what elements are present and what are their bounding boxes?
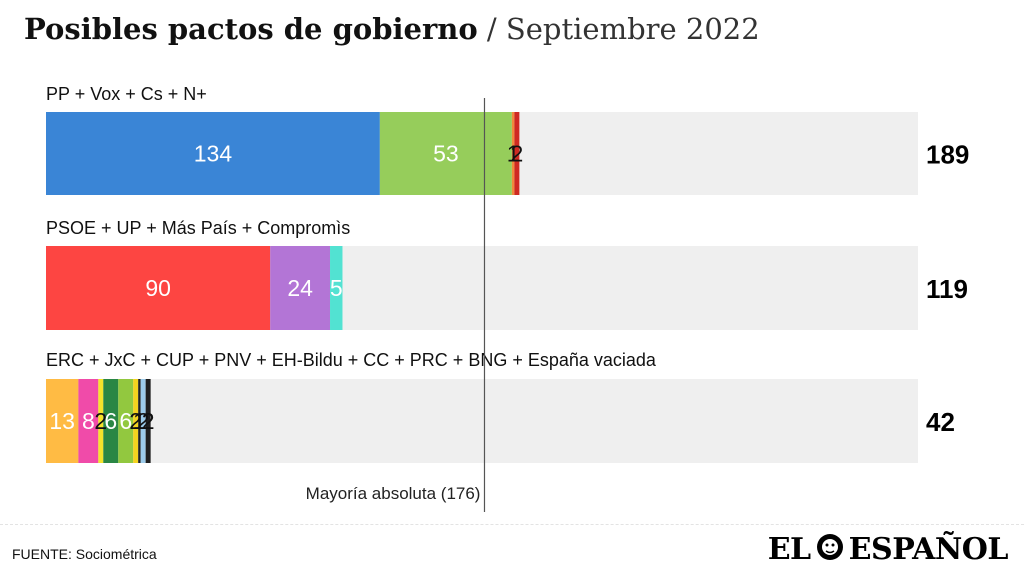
segment-value-label: 24 — [287, 275, 313, 301]
bar-segment — [98, 379, 104, 463]
segment-value-label: 1 — [507, 141, 520, 167]
category-label: PP + Vox + Cs + N+ — [46, 84, 207, 104]
total-seats-label: 42 — [926, 407, 955, 437]
footer-divider — [0, 524, 1024, 525]
category-label: PSOE + UP + Más País + Compromìs — [46, 218, 350, 238]
source-note: FUENTE: Sociométrica — [12, 546, 157, 562]
segment-value-label: 6 — [104, 408, 117, 434]
majority-line-label: Mayoría absoluta (176) — [306, 484, 481, 503]
chart-title: Posibles pactos de gobierno — [24, 12, 478, 46]
el-espanol-logo: EL ESPAÑOL — [767, 532, 1009, 570]
bar-segment — [514, 112, 520, 195]
bar-segment — [46, 112, 380, 195]
bar-segment — [103, 379, 119, 463]
bar-segment — [78, 379, 99, 463]
segment-value-label: 2 — [94, 408, 107, 434]
segment-value-label: 2 — [137, 408, 150, 434]
segment-value-label: 13 — [49, 408, 75, 434]
segment-value-label: 1 — [133, 408, 146, 434]
segment-value-label: 6 — [119, 408, 132, 434]
bar-track — [46, 379, 918, 463]
chart-header: Posibles pactos de gobierno / Septiembre… — [24, 12, 760, 47]
category-label: ERC + JxC + CUP + PNV + EH-Bildu + CC + … — [46, 350, 657, 370]
bar-segment — [330, 246, 343, 330]
segment-value-label: 8 — [82, 408, 95, 434]
bar-segment — [138, 379, 141, 463]
segment-value-label: 134 — [194, 141, 233, 167]
segment-value-label: 90 — [145, 275, 171, 301]
logo-text-left: EL — [767, 532, 811, 567]
bar-segment — [46, 379, 79, 463]
lion-head-icon — [815, 532, 845, 570]
bar-segment — [511, 112, 515, 195]
bar-segment — [46, 246, 271, 330]
bar-segment — [133, 379, 139, 463]
chart-subtitle: Septiembre 2022 — [505, 12, 760, 46]
total-seats-label: 189 — [926, 140, 969, 170]
title-separator: / — [477, 12, 506, 46]
bar-segment — [145, 379, 151, 463]
bar-segment — [379, 112, 512, 195]
segment-value-label: 5 — [330, 275, 343, 301]
bar-segment — [270, 246, 331, 330]
segment-value-label: 2 — [510, 141, 523, 167]
segment-value-label: 2 — [129, 408, 142, 434]
total-seats-label: 119 — [926, 274, 968, 304]
segment-value-label: 2 — [142, 408, 155, 434]
segment-value-label: 53 — [433, 141, 459, 167]
bar-segment — [118, 379, 134, 463]
logo-text-right: ESPAÑOL — [848, 532, 1009, 567]
bar-segment — [140, 379, 146, 463]
